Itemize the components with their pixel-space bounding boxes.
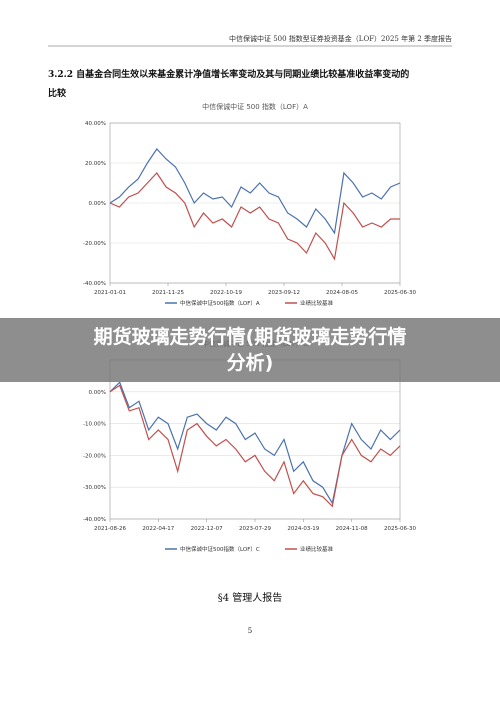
x-tick-label: 2021-01-01 [94, 290, 126, 296]
y-tick-label: 40.00% [85, 121, 106, 127]
x-tick-label: 2022-12-07 [191, 526, 223, 532]
x-tick-label: 2025-06-30 [384, 290, 416, 296]
y-tick-label: -40.00% [83, 517, 106, 523]
x-tick-label: 2022-10-19 [210, 290, 242, 296]
page-number: 5 [248, 627, 252, 635]
header: 中信保诚中证 500 指数型证券投资基金（LOF）2025 年第 2 季度报告 [229, 34, 452, 43]
series-line [109, 381, 401, 505]
x-tick-label: 2024-08-05 [326, 290, 358, 296]
section-heading: 3.2.2 自基金合同生效以来基金累计净值增长率变动及其与同期业绩比较基准收益率… [48, 68, 409, 80]
x-tick-label: 2025-06-30 [384, 526, 416, 532]
chart-title: 中信保诚中证 500 指数（LOF）A [202, 102, 308, 111]
banner-line: 期货玻璃走势行情(期货玻璃走势行情 [93, 326, 407, 348]
y-tick-label: -40.00% [83, 281, 106, 287]
overlay-banner: 期货玻璃走势行情(期货玻璃走势行情 分析) [0, 318, 500, 382]
x-tick-label: 2021-11-25 [152, 290, 184, 296]
x-tick-label: 2022-04-17 [142, 526, 174, 532]
y-tick-label: -30.00% [83, 485, 106, 491]
x-tick-label: 2021-08-26 [94, 526, 126, 532]
legend-label: 业绩比较基准 [300, 299, 334, 307]
x-tick-label: 2023-07-29 [239, 526, 271, 532]
y-tick-label: 0.00% [89, 201, 106, 207]
legend-label: 中信保诚中证500指数（LOF）C [180, 545, 260, 553]
series-line [109, 148, 401, 235]
x-tick-label: 2023-09-12 [268, 290, 300, 296]
x-tick-label: 2024-03-19 [287, 526, 319, 532]
x-tick-label: 2024-11-08 [336, 526, 368, 532]
y-tick-label: 20.00% [85, 161, 106, 167]
section-heading: 比较 [48, 87, 66, 99]
series-line [109, 172, 400, 261]
y-tick-label: -10.00% [83, 422, 106, 428]
banner-line: 分析) [226, 352, 274, 374]
series-line [109, 384, 401, 508]
plot-frame [109, 359, 401, 520]
y-tick-label: 0.00% [89, 390, 106, 396]
legend-label: 业绩比较基准 [300, 545, 334, 553]
legend-label: 中信保诚中证500指数（LOF）A [180, 299, 260, 307]
y-tick-label: -20.00% [83, 241, 106, 247]
footer-section: §4 管理人报告 [218, 591, 283, 604]
y-tick-label: -20.00% [83, 453, 106, 459]
